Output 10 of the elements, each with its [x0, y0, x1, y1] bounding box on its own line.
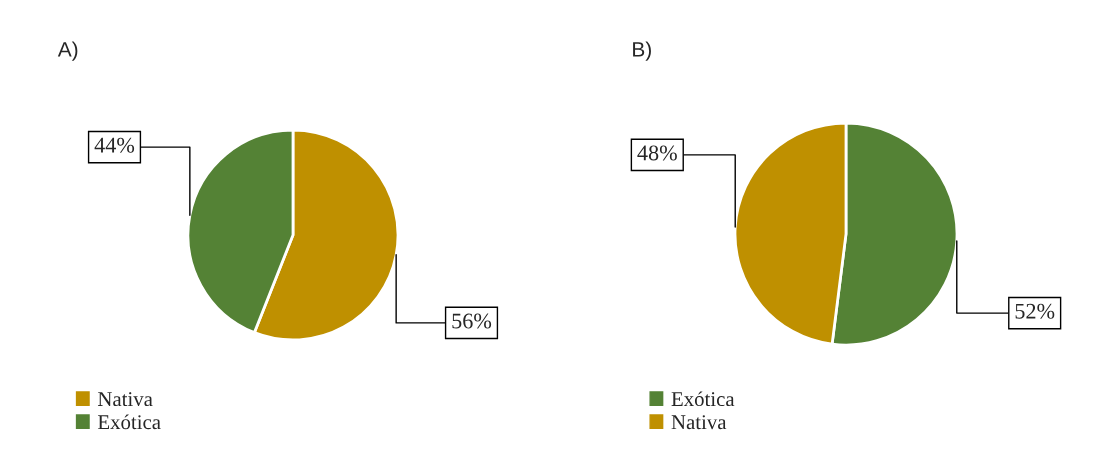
legend-label: Exótica: [671, 391, 735, 407]
chart-title: B): [633, 41, 651, 61]
data-label: 48%: [637, 145, 677, 161]
data-label: 56%: [452, 313, 492, 329]
legend-label: Nativa: [671, 415, 727, 430]
data-label: 52%: [1015, 303, 1055, 319]
data-label: 44%: [94, 137, 135, 153]
chart-title: A): [57, 41, 78, 61]
legend-label: Nativa: [97, 392, 153, 407]
legend-label: Exótica: [97, 414, 161, 430]
